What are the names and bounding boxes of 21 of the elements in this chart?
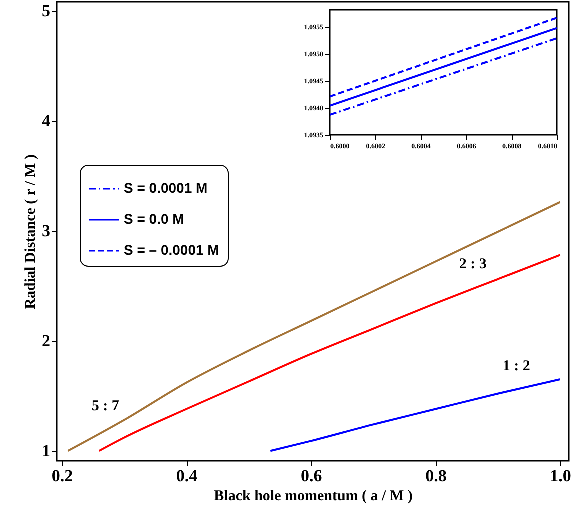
x-tick-label: 1.0 xyxy=(550,466,571,486)
y-tick-label: 2 xyxy=(42,332,50,351)
y-tick-label: 1 xyxy=(42,442,50,461)
x-tick-label: 0.4 xyxy=(176,466,198,486)
line-series xyxy=(67,201,562,452)
x-tick-label: 0.6 xyxy=(301,466,322,486)
line-series xyxy=(98,254,562,452)
y-tick-label: 3 xyxy=(42,221,50,240)
legend-label: S = 0.0 M xyxy=(124,211,184,227)
y-axis-title: Radial Distance ( r / M ) xyxy=(23,154,39,310)
annotation: 1 : 2 xyxy=(502,358,530,375)
y-tick-label: 5 xyxy=(42,1,50,20)
annotation: 2 : 3 xyxy=(459,256,487,272)
annotation: 5 : 7 xyxy=(92,398,120,414)
x-tick-label: 0.2 xyxy=(52,466,74,486)
legend-label: S = 0.0001 M xyxy=(124,180,208,196)
x-tick-label: 0.8 xyxy=(426,466,447,486)
legend-label: S = – 0.0001 M xyxy=(124,242,220,258)
x-axis-title: Black hole momentum ( a / M ) xyxy=(214,488,413,504)
y-tick-label: 4 xyxy=(42,111,51,130)
line-series xyxy=(270,378,562,452)
